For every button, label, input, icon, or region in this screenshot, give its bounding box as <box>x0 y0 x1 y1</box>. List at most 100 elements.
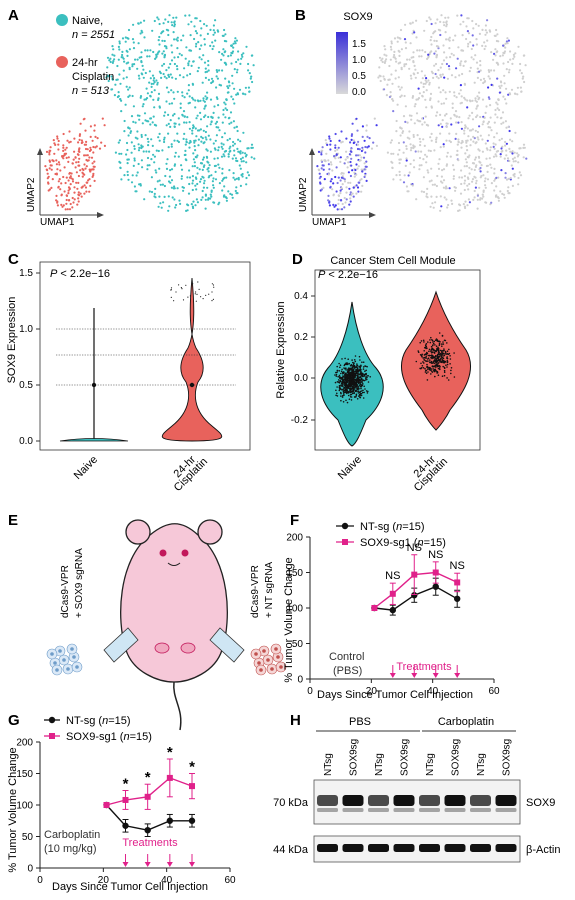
umap-point <box>436 174 439 178</box>
cell-point <box>362 361 365 364</box>
umap-point <box>469 41 472 44</box>
umap-point <box>392 110 395 113</box>
cell-point <box>345 373 347 376</box>
umap-point <box>178 199 181 202</box>
umap-point <box>343 196 346 200</box>
umap-point <box>72 158 75 161</box>
umap-point <box>466 204 469 207</box>
umap-point <box>466 127 469 130</box>
umap-point <box>495 176 498 179</box>
cell-point <box>360 392 363 395</box>
band-actin <box>495 844 517 852</box>
umap-point <box>199 111 202 114</box>
umap-point <box>142 76 145 79</box>
umap-point <box>483 180 486 183</box>
umap-point <box>212 201 215 204</box>
umap-scatter-b <box>316 14 528 212</box>
cell-point <box>427 341 429 343</box>
umap-point <box>217 163 220 166</box>
umap-point <box>78 138 81 141</box>
umap-point <box>455 132 458 135</box>
band-sox9 <box>419 795 440 806</box>
umap-point <box>146 168 149 171</box>
umap-point <box>409 22 412 25</box>
umap-point <box>436 18 439 21</box>
umap-point <box>69 202 72 206</box>
umap-point <box>483 116 486 119</box>
cell-nucleus <box>75 665 79 669</box>
umap-point <box>327 173 330 176</box>
umap-point <box>456 57 459 60</box>
umap-point <box>177 140 180 144</box>
umap-point <box>166 158 169 161</box>
umap-point <box>320 167 323 170</box>
umap-point <box>143 98 146 101</box>
umap-point <box>350 194 353 197</box>
umap-point <box>201 137 204 140</box>
umap-point <box>199 99 202 102</box>
umap-point <box>176 47 179 50</box>
umap-point <box>420 70 423 73</box>
cell-point <box>441 375 444 378</box>
umap-point <box>188 176 192 179</box>
umap-point <box>445 155 448 158</box>
umap-point <box>94 146 97 149</box>
cell-point <box>354 390 357 393</box>
cell-point <box>335 394 337 397</box>
umap-point <box>514 160 517 163</box>
umap-point <box>395 174 398 177</box>
umap-point <box>245 183 248 186</box>
umap2-label-a: UMAP2 <box>26 177 37 212</box>
umap-point <box>381 57 384 60</box>
umap-point <box>493 167 496 170</box>
cell-point <box>344 378 347 380</box>
umap-point <box>93 179 96 182</box>
umap-point <box>418 120 421 123</box>
umap-point <box>498 91 501 94</box>
umap-point <box>479 115 482 119</box>
umap-point <box>187 102 190 105</box>
umap-point <box>330 178 333 181</box>
umap-point <box>223 28 226 32</box>
umap-point <box>418 49 421 52</box>
umap-point <box>403 174 406 177</box>
cell-point <box>339 366 341 369</box>
umap-point <box>65 176 68 179</box>
umap-point <box>337 156 340 159</box>
cell-point <box>442 359 445 362</box>
umap-point <box>105 76 108 79</box>
umap-point <box>48 151 51 154</box>
umap-point <box>523 54 526 57</box>
umap-point <box>503 82 506 85</box>
cell-point <box>363 375 365 378</box>
umap-point <box>327 194 330 197</box>
cell-point <box>336 365 339 368</box>
umap-point <box>502 95 505 98</box>
cell-point <box>336 369 339 372</box>
umap-point <box>364 145 367 149</box>
cell-point <box>359 379 361 382</box>
umap-point <box>126 148 129 152</box>
umap-point <box>378 74 381 77</box>
umap-point <box>182 76 185 79</box>
label-left-1: dCas9-VPR <box>60 565 71 618</box>
umap-point <box>193 37 196 41</box>
umap-point <box>84 186 88 189</box>
umap-point <box>223 51 226 54</box>
umap-point <box>454 189 457 192</box>
cell-point <box>425 343 428 345</box>
umap-point <box>212 111 215 114</box>
cell-point <box>426 352 428 355</box>
umap-point <box>347 161 350 164</box>
umap-point <box>471 178 475 181</box>
umap-point <box>206 125 209 128</box>
umap-point <box>452 39 455 42</box>
umap-point <box>468 172 471 175</box>
umap-point <box>231 196 234 199</box>
umap-point <box>458 116 461 119</box>
umap-point <box>77 191 80 194</box>
umap-point <box>146 164 149 167</box>
umap-point <box>358 154 361 157</box>
umap-point <box>215 96 218 99</box>
umap-point <box>237 150 240 153</box>
